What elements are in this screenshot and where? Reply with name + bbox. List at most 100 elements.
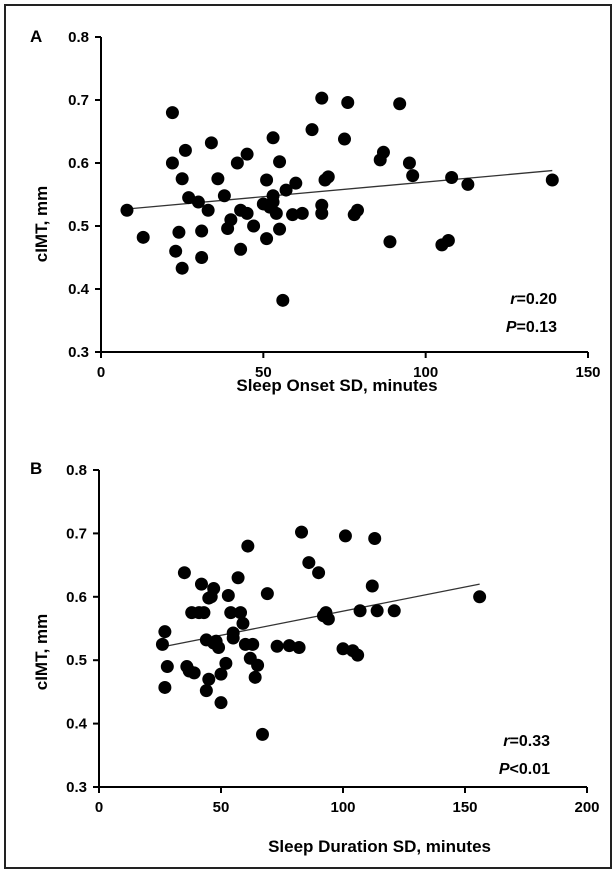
data-point-a <box>461 177 475 191</box>
plot-b: 0.3 0.4 0.5 0.6 0.7 0.8 0 50 100 150 200 <box>66 462 599 816</box>
data-point-b <box>365 579 379 593</box>
x-tick-label-b: 150 <box>452 799 477 816</box>
data-point-b <box>214 667 228 681</box>
data-point-a <box>247 219 261 233</box>
data-point-b <box>270 639 284 653</box>
data-point-b <box>302 556 316 570</box>
data-point-a <box>211 172 225 186</box>
data-point-b <box>187 666 201 680</box>
data-point-b <box>295 525 309 539</box>
data-point-b <box>160 660 174 674</box>
data-point-a <box>295 206 309 220</box>
y-tick-label-b: 0.7 <box>66 525 87 542</box>
data-point-a <box>204 136 218 150</box>
data-point-b <box>224 606 238 620</box>
x-tick-label-a: 100 <box>413 364 438 381</box>
data-point-a <box>136 230 150 244</box>
data-point-b <box>214 696 228 710</box>
y-tick-label-b: 0.5 <box>66 652 87 669</box>
data-point-b <box>338 529 352 543</box>
plot-a: 0.3 0.4 0.5 0.6 0.7 0.8 0 50 100 150 <box>68 29 600 381</box>
data-point-a <box>441 233 455 247</box>
data-point-a <box>445 170 459 184</box>
x-axis-label-a: Sleep Onset SD, minutes <box>236 376 437 395</box>
data-point-b <box>312 566 326 580</box>
data-point-b <box>321 612 335 626</box>
y-tick-label-a: 0.5 <box>68 218 89 235</box>
x-tick-label-b: 100 <box>330 799 355 816</box>
x-tick-label-a: 150 <box>575 364 600 381</box>
data-point-b <box>368 531 382 545</box>
data-point-a <box>195 224 209 238</box>
data-point-b <box>236 616 250 630</box>
data-point-b <box>353 604 367 618</box>
data-point-b <box>194 577 208 591</box>
data-point-a <box>172 225 186 239</box>
data-point-a <box>191 195 205 209</box>
data-point-a <box>315 206 329 220</box>
data-point-b <box>248 670 262 684</box>
y-tick-label-b: 0.8 <box>66 462 87 479</box>
y-tick-label-b: 0.6 <box>66 589 87 606</box>
data-point-b <box>351 648 365 662</box>
data-point-a <box>178 143 192 157</box>
data-point-a <box>169 244 183 258</box>
stat-p-b: P<0.01 <box>499 761 550 778</box>
x-tick-label-b: 50 <box>213 799 230 816</box>
data-point-a <box>175 172 189 186</box>
stat-r-a: r=0.20 <box>510 291 557 308</box>
data-point-a <box>286 208 300 222</box>
data-point-b <box>199 684 213 698</box>
x-tick-label-b: 200 <box>574 799 599 816</box>
data-point-a <box>338 132 351 146</box>
data-point-a <box>217 189 231 203</box>
y-tick-label-a: 0.7 <box>68 92 89 109</box>
data-point-b <box>221 589 235 603</box>
data-point-a <box>289 176 303 190</box>
data-point-a <box>201 203 215 217</box>
data-point-b <box>246 637 260 651</box>
x-axis-label-b: Sleep Duration SD, minutes <box>268 837 491 856</box>
data-point-a <box>276 293 290 307</box>
x-tick-label-b: 0 <box>95 799 103 816</box>
data-point-a <box>260 173 274 187</box>
data-point-a <box>273 155 287 169</box>
data-point-b <box>473 590 487 604</box>
data-point-a <box>182 191 196 205</box>
data-point-a <box>224 213 238 227</box>
data-point-a <box>165 106 179 120</box>
data-point-a <box>266 131 280 145</box>
data-point-a <box>315 91 329 105</box>
y-tick-label-a: 0.3 <box>68 344 89 361</box>
data-point-b <box>292 641 306 655</box>
data-point-a <box>393 97 407 111</box>
x-tick-label-a: 50 <box>255 364 272 381</box>
y-axis-label-a: cIMT, mm <box>32 186 51 263</box>
data-point-a <box>269 206 283 220</box>
data-point-a <box>273 222 287 236</box>
stat-p-a: P=0.13 <box>506 319 557 336</box>
data-point-b <box>202 672 216 686</box>
data-point-b <box>207 582 221 596</box>
data-point-b <box>231 571 245 585</box>
panel-label-a: A <box>30 27 42 46</box>
data-point-b <box>370 604 384 618</box>
data-point-b <box>158 625 172 639</box>
data-point-b <box>177 566 191 580</box>
data-point-b <box>234 606 248 620</box>
data-point-a <box>376 145 390 159</box>
data-point-a <box>195 251 209 264</box>
y-tick-label-b: 0.4 <box>66 716 88 733</box>
data-point-b <box>282 639 296 653</box>
data-point-a <box>321 170 335 184</box>
x-tick-label-a: 0 <box>97 364 105 381</box>
data-point-b <box>197 606 211 620</box>
data-point-a <box>240 206 254 220</box>
data-point-b <box>158 680 172 694</box>
data-point-b <box>336 642 350 656</box>
data-point-a <box>402 156 416 170</box>
data-point-a <box>545 173 559 187</box>
figure-frame <box>4 4 612 869</box>
data-point-a <box>120 203 134 217</box>
